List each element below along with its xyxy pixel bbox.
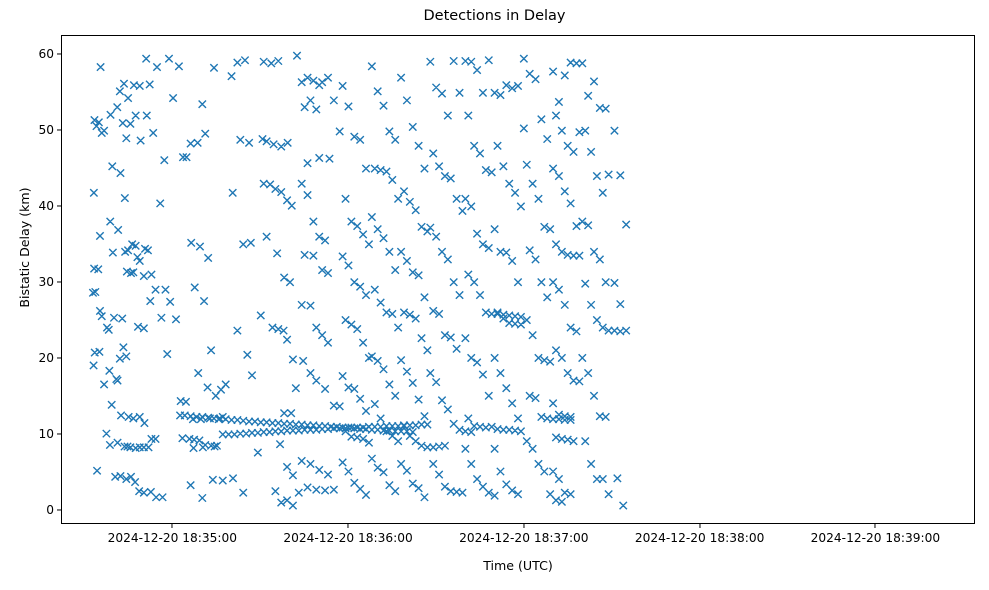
- y-tick-label: 0: [46, 503, 54, 518]
- x-axis-label: Time (UTC): [483, 558, 553, 573]
- y-tick-mark: [57, 53, 61, 55]
- scatter-series-detections: [88, 51, 631, 510]
- y-tick-mark: [57, 281, 61, 283]
- x-tick-label: 2024-12-20 18:37:00: [459, 531, 589, 545]
- page-title: Detections in Delay: [423, 8, 566, 24]
- x-tick-mark: [699, 524, 701, 528]
- y-tick-label: 40: [38, 199, 54, 214]
- y-tick-label: 60: [38, 47, 54, 61]
- y-tick-mark: [57, 205, 61, 207]
- y-tick-label: 50: [38, 123, 54, 138]
- y-axis-tick-marks: [55, 35, 61, 524]
- x-axis-tick-marks: [61, 524, 975, 530]
- x-tick-mark: [171, 524, 173, 528]
- y-tick-mark: [57, 433, 61, 435]
- y-tick-label: 30: [38, 275, 54, 290]
- x-tick-label: 2024-12-20 18:35:00: [107, 531, 238, 545]
- x-tick-mark: [347, 524, 349, 528]
- plot-area: [61, 35, 975, 524]
- x-tick-label: 2024-12-20 18:36:00: [283, 531, 413, 545]
- y-tick-label: 10: [38, 427, 54, 442]
- y-axis-tick-labels: 0 10 20 30 40 50 60: [0, 35, 54, 524]
- scatter-markers: [88, 51, 631, 510]
- x-tick-label: 2024-12-20 18:38:00: [634, 531, 765, 545]
- y-tick-mark: [57, 129, 61, 131]
- x-axis-tick-labels: 2024-12-20 18:35:00 2024-12-20 18:36:00 20…: [61, 531, 975, 551]
- y-tick-mark: [57, 509, 61, 511]
- x-tick-mark: [874, 524, 876, 528]
- y-tick-label: 20: [38, 351, 54, 366]
- y-tick-mark: [57, 357, 61, 359]
- x-tick-label: 2024-12-20 18:39:00: [810, 531, 941, 545]
- scatter-layer: [88, 51, 631, 510]
- x-tick-mark: [523, 524, 525, 528]
